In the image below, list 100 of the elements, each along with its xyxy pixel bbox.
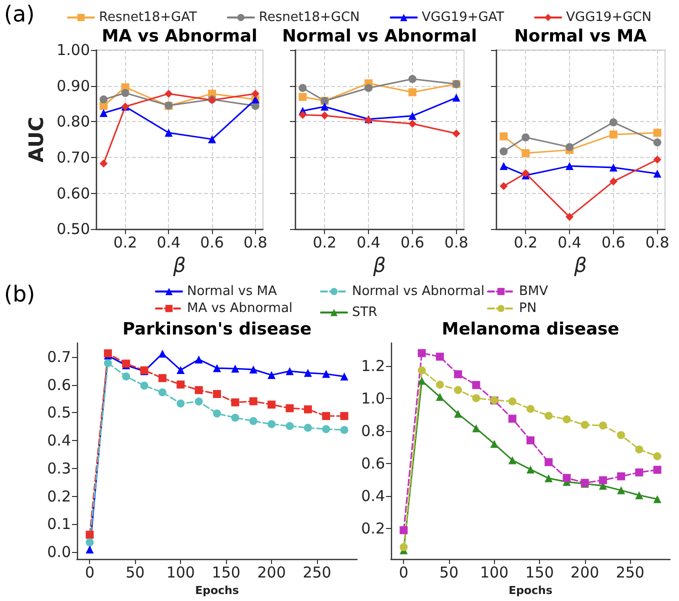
point bbox=[286, 404, 294, 412]
point bbox=[609, 118, 618, 126]
point bbox=[286, 422, 294, 430]
point bbox=[176, 399, 185, 408]
point bbox=[472, 424, 480, 432]
point bbox=[340, 372, 348, 380]
point bbox=[500, 162, 508, 170]
y-tick-label: 0.0 bbox=[47, 543, 71, 562]
chart-title: Parkinson's disease bbox=[122, 320, 312, 340]
y-tick-label: 0.6 bbox=[361, 454, 385, 472]
point bbox=[320, 112, 329, 120]
x-axis-title: Epochs bbox=[508, 584, 553, 597]
point bbox=[304, 368, 312, 377]
point bbox=[580, 420, 589, 429]
y-tick-label: 0.2 bbox=[47, 487, 71, 506]
point bbox=[86, 538, 94, 546]
point bbox=[408, 88, 416, 96]
x-axis-title: β bbox=[573, 253, 588, 277]
x-tick-label: 150 bbox=[525, 564, 554, 582]
point bbox=[617, 486, 626, 494]
point bbox=[436, 352, 444, 361]
point bbox=[598, 422, 607, 430]
point bbox=[322, 412, 330, 420]
point bbox=[609, 163, 618, 172]
x-tick-label: 0.2 bbox=[113, 234, 138, 252]
x-tick-label: 0.2 bbox=[312, 234, 337, 252]
point bbox=[598, 476, 607, 484]
x-tick-label: 0.8 bbox=[243, 234, 268, 252]
point bbox=[322, 425, 330, 434]
point bbox=[436, 392, 444, 401]
point bbox=[304, 424, 312, 432]
point bbox=[418, 366, 426, 374]
text: (b) bbox=[4, 282, 36, 308]
legend-label: Resnet18+GAT bbox=[99, 10, 197, 25]
x-tick-label: 200 bbox=[570, 564, 600, 582]
point bbox=[164, 128, 173, 137]
point bbox=[566, 162, 574, 170]
legend-label: BMV bbox=[519, 284, 548, 299]
point bbox=[208, 135, 216, 144]
y-tick-label: 0.4 bbox=[47, 432, 71, 450]
point bbox=[408, 112, 416, 120]
point bbox=[653, 452, 662, 460]
point bbox=[213, 390, 221, 398]
y-tick-label: 0.50 bbox=[56, 220, 90, 238]
y-tick-label: 0.7 bbox=[47, 348, 71, 366]
x-tick-label: 0.6 bbox=[200, 234, 224, 252]
point bbox=[526, 465, 534, 474]
point bbox=[635, 468, 644, 476]
point bbox=[490, 440, 498, 448]
point bbox=[104, 349, 112, 358]
point bbox=[454, 386, 462, 394]
legend-label: Resnet18+GCN bbox=[258, 10, 360, 25]
y-tick-label: 0.90 bbox=[56, 76, 90, 95]
point bbox=[454, 410, 462, 418]
point bbox=[609, 130, 618, 139]
point bbox=[340, 426, 348, 434]
point bbox=[454, 370, 462, 378]
x-tick-label: 0.4 bbox=[156, 234, 181, 252]
point bbox=[213, 410, 221, 418]
y-tick-label: 0.6 bbox=[47, 376, 71, 394]
point bbox=[231, 414, 240, 422]
point bbox=[544, 458, 553, 466]
point bbox=[194, 386, 203, 394]
point bbox=[653, 138, 662, 146]
chart-title: MA vs Abnormal bbox=[102, 26, 258, 46]
point bbox=[176, 380, 185, 389]
y-tick-label: 0.1 bbox=[47, 515, 71, 534]
chart-title: Melanoma disease bbox=[442, 320, 620, 340]
point bbox=[340, 412, 348, 420]
point bbox=[653, 170, 662, 178]
legend-label: MA vs Abnormal bbox=[187, 301, 293, 316]
point bbox=[164, 90, 173, 98]
y-tick-label: 0.80 bbox=[56, 112, 90, 131]
point bbox=[400, 543, 408, 552]
point bbox=[653, 466, 662, 474]
point bbox=[364, 84, 373, 92]
y-tick-label: 0.2 bbox=[361, 520, 385, 538]
point bbox=[286, 367, 294, 376]
point bbox=[436, 380, 444, 389]
point bbox=[86, 546, 94, 554]
point bbox=[472, 380, 480, 389]
point bbox=[452, 129, 460, 138]
x-tick-label: 0.2 bbox=[514, 234, 538, 252]
y-axis-title: AUC bbox=[24, 116, 48, 162]
point bbox=[508, 414, 516, 423]
point bbox=[653, 156, 662, 164]
point bbox=[100, 109, 108, 118]
point bbox=[653, 495, 662, 504]
legend-label: Normal vs MA bbox=[187, 284, 277, 299]
point bbox=[176, 366, 185, 374]
x-tick-label: 200 bbox=[257, 564, 286, 582]
y-tick-label: 0.4 bbox=[361, 487, 385, 506]
x-tick-label: 100 bbox=[480, 564, 509, 582]
point bbox=[609, 177, 618, 186]
point bbox=[121, 88, 130, 97]
text: (a) bbox=[4, 2, 35, 28]
point bbox=[104, 359, 112, 368]
point bbox=[562, 415, 571, 424]
x-axis-title: Epochs bbox=[195, 584, 240, 597]
point bbox=[418, 376, 426, 385]
